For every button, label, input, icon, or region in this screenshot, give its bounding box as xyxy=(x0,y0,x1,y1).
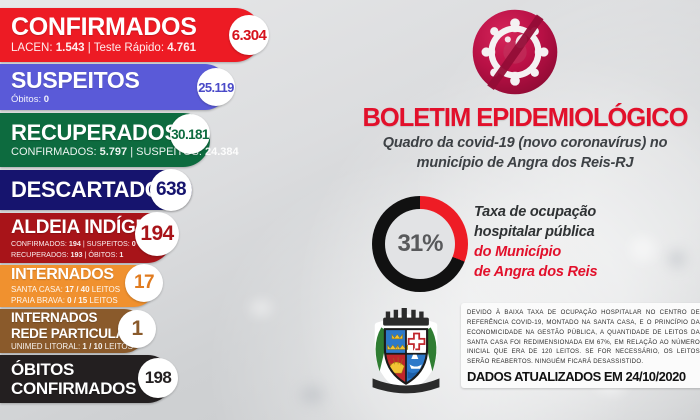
stat-bar-title: CONFIRMADOS xyxy=(11,13,197,42)
page-title: BOLETIM EPIDEMIOLÓGICO xyxy=(362,104,688,132)
angra-dos-reis-coat-of-arms xyxy=(362,306,450,398)
stat-badge-internados-rede-particular: 1 xyxy=(118,310,156,348)
occupancy-line-4: de Angra dos Reis xyxy=(474,264,598,280)
updated-date: DADOS ATUALIZADOS EM 24/10/2020 xyxy=(467,369,686,385)
stat-bar-text: SUSPEITOS Óbitos: 0 xyxy=(0,69,140,105)
occupancy-line-3: do Município xyxy=(474,244,562,260)
background-blob xyxy=(300,386,324,404)
stat-bar-detail-1: LACEN: 1.543 | Teste Rápido: 4.761 xyxy=(11,42,196,55)
stat-badge-suspeitos: 25.119 xyxy=(197,68,235,106)
stat-bar-text: INTERNADOS SANTA CASA: 17 / 40 LEITOS PRAI… xyxy=(0,267,120,305)
stat-badge-descartados: 638 xyxy=(150,169,192,211)
background-blob xyxy=(630,236,656,262)
stat-badge-recuperados: 30.181 xyxy=(170,114,210,154)
subtitle-line-1: Quadro da covid-19 (novo coronavírus) no xyxy=(382,135,668,151)
stat-bar-title: DESCARTADOS xyxy=(11,177,176,202)
occupancy-line-2: hospitalar pública xyxy=(474,224,595,240)
stat-bar-text: ALDEIA INDÍGENA CONFIRMADOS: 194 | SUSPEI… xyxy=(0,218,175,257)
stat-bar-title: ALDEIA INDÍGENA xyxy=(11,217,175,239)
stat-bar-text: RECUPERADOS CONFIRMADOS: 5.797 | SUSPEITO… xyxy=(0,122,239,158)
stat-bar-detail-1: Óbitos: 0 xyxy=(11,94,50,106)
occupancy-percent-label: 31% xyxy=(397,230,443,257)
stat-bar-text: CONFIRMADOS LACEN: 1.543 | Teste Rápido: … xyxy=(0,15,197,55)
background-blob xyxy=(250,300,272,316)
stat-bar-text: INTERNADOS REDE PARTICULAR UNIMED LITORAL:… xyxy=(0,311,135,351)
stat-bar-text: ÓBITOS CONFIRMADOS xyxy=(0,361,136,397)
stat-bar-detail-1: SANTA CASA: 17 / 40 LEITOS xyxy=(11,285,121,294)
donut-center: 31% xyxy=(385,209,455,279)
occupancy-caption: Taxa de ocupação hospitalar pública do M… xyxy=(474,202,694,282)
stat-bar-title-line2: REDE PARTICULAR xyxy=(11,325,135,341)
donut-ring: 31% xyxy=(372,196,468,292)
stat-badge-obitos-confirmados: 198 xyxy=(138,358,178,398)
stat-bar-detail-1: CONFIRMADOS: 194 | SUSPEITOS: 0 xyxy=(11,239,136,249)
stat-bar-title: INTERNADOS xyxy=(11,266,114,283)
background-blob xyxy=(668,250,686,268)
stat-bar-detail-2: RECUPERADOS: 193 | ÓBITOS: 1 xyxy=(11,249,124,259)
stat-bar-text: DESCARTADOS xyxy=(0,179,176,201)
stat-bar-detail-2: PRAIA BRAVA: 0 / 15 LEITOS xyxy=(11,296,118,305)
page-subtitle: Quadro da covid-19 (novo coronavírus) no… xyxy=(360,134,690,173)
stat-bar-title-line2: CONFIRMADOS xyxy=(11,379,137,398)
stat-bar-detail-1: UNIMED LITORAL: 1 / 10 LEITOS xyxy=(11,342,133,351)
stat-bar-confirmados[interactable]: CONFIRMADOS LACEN: 1.543 | Teste Rápido: … xyxy=(0,8,262,62)
disclaimer-note: DEVIDO À BAIXA TAXA DE OCUPAÇÃO HOSPITAL… xyxy=(461,303,700,389)
subtitle-line-2: município de Angra dos Reis-RJ xyxy=(416,154,634,171)
stat-bar-title: RECUPERADOS xyxy=(11,120,179,145)
stat-badge-confirmados: 6.304 xyxy=(229,15,269,55)
stat-bar-title: SUSPEITOS xyxy=(11,67,140,94)
stat-bar-internados[interactable]: INTERNADOS SANTA CASA: 17 / 40 LEITOS PRAI… xyxy=(0,265,155,307)
no-virus-icon xyxy=(470,6,560,98)
stat-bar-title: INTERNADOS xyxy=(11,310,98,325)
hospital-occupancy-chart: 31% xyxy=(372,196,468,292)
stat-bar-suspeitos[interactable]: SUSPEITOS Óbitos: 0 xyxy=(0,64,228,110)
stat-bar-title: ÓBITOS xyxy=(11,360,75,379)
disclaimer-text: DEVIDO À BAIXA TAXA DE OCUPAÇÃO HOSPITAL… xyxy=(467,309,700,366)
occupancy-line-1: Taxa de ocupação xyxy=(474,204,596,220)
stat-bar-detail-1: CONFIRMADOS: 5.797 | SUSPEITOS: 24.384 xyxy=(11,146,239,158)
stat-badge-internados: 17 xyxy=(125,264,163,302)
stat-badge-aldeia-indigena: 194 xyxy=(135,212,179,256)
